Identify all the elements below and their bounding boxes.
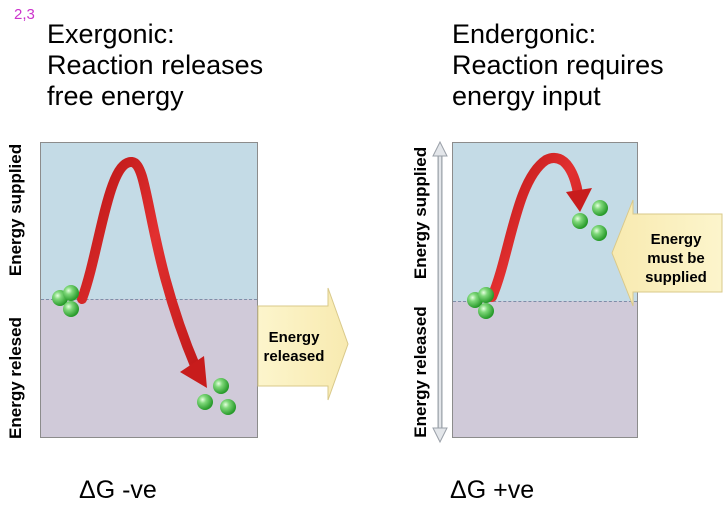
exergonic-title: Exergonic: Reaction releases free energy xyxy=(47,19,263,112)
slide-tag: 2,3 xyxy=(14,6,35,23)
exergonic-product-molecules xyxy=(197,378,236,415)
endergonic-delta-g: ΔG +ve xyxy=(450,476,535,504)
endergonic-upper-region xyxy=(453,143,637,301)
endergonic-panel xyxy=(452,142,638,438)
endergonic-lower-region xyxy=(453,301,637,437)
energy-released-callout-text: Energy released xyxy=(260,328,328,366)
endergonic-title-line-3: energy input xyxy=(452,81,601,111)
endergonic-title-line-1: Endergonic: xyxy=(452,19,597,49)
exergonic-reaction-arrow xyxy=(77,157,207,388)
exergonic-baseline xyxy=(41,299,257,300)
exergonic-delta-g: ΔG -ve xyxy=(79,476,157,504)
endergonic-title: Endergonic: Reaction requires energy inp… xyxy=(452,19,664,112)
callout-supplied-line: Energy must be supplied xyxy=(645,231,707,286)
callout-released-line: Energy released xyxy=(263,329,325,365)
exergonic-title-line-1: Exergonic: xyxy=(47,19,175,49)
exergonic-lower-region xyxy=(41,299,257,437)
endergonic-reactant-molecules xyxy=(467,287,494,319)
endergonic-product-molecules xyxy=(572,200,608,241)
exergonic-panel xyxy=(40,142,258,438)
exergonic-reactant-molecules xyxy=(52,285,79,317)
energy-supplied-callout-text: Energy must be supplied xyxy=(634,230,718,287)
endergonic-title-line-2: Reaction requires xyxy=(452,50,664,80)
endergonic-baseline xyxy=(453,301,637,302)
energy-supplied-callout-arrow xyxy=(611,199,723,307)
exergonic-title-line-3: free energy xyxy=(47,81,184,111)
energy-released-callout-arrow xyxy=(257,287,349,401)
energy-scale-double-arrow xyxy=(432,140,448,444)
endergonic-reaction-arrow xyxy=(487,153,592,302)
exergonic-title-line-2: Reaction releases xyxy=(47,50,264,80)
